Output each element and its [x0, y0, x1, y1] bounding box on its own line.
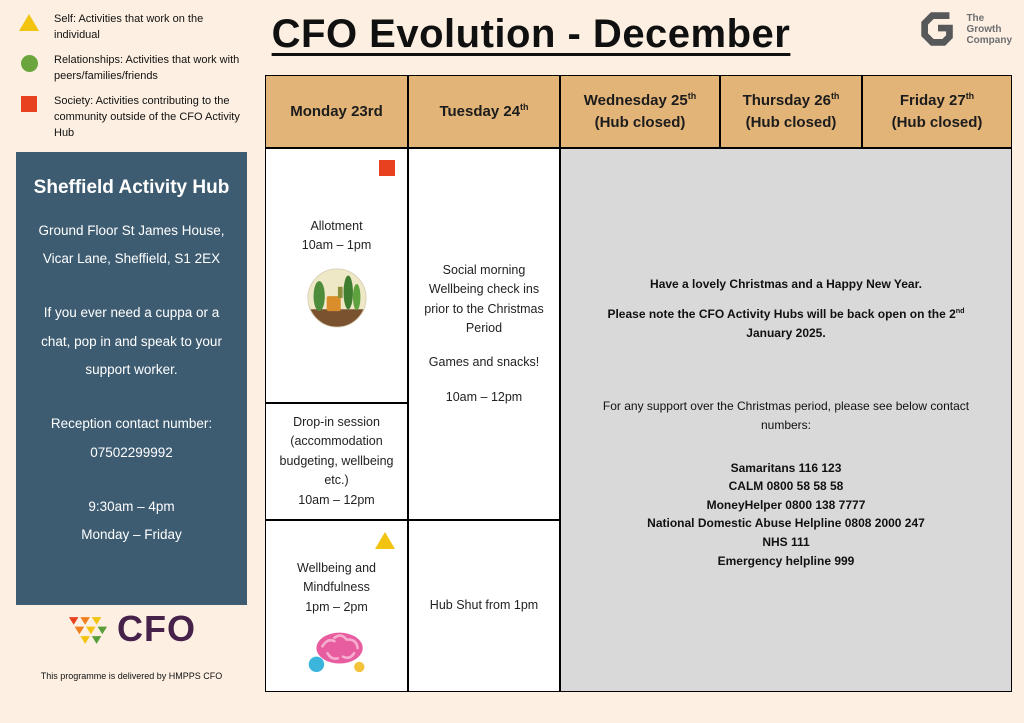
allotment-title: Allotment	[310, 219, 363, 233]
brain-illustration	[308, 632, 364, 673]
wellbeing-title: Wellbeing and Mindfulness	[297, 561, 376, 595]
reopen-notice: Please note the CFO Activity Hubs will b…	[607, 306, 965, 341]
growth-company-wordmark: The Growth Company	[966, 12, 1012, 46]
calendar-header-thursday: Thursday 26th (Hub closed)	[720, 75, 862, 148]
monday-allotment-cell: Allotment 10am – 1pm	[265, 148, 408, 403]
contact-moneyhelper: MoneyHelper 0800 138 7777	[706, 497, 866, 512]
dropin-text: Drop-in session (accommodation budgeting…	[279, 415, 394, 488]
hub-title: Sheffield Activity Hub	[33, 177, 230, 198]
calendar-header-monday: Monday 23rd	[265, 75, 408, 148]
calendar-header-friday: Friday 27th (Hub closed)	[862, 75, 1012, 148]
social-time: 10am – 12pm	[445, 389, 523, 404]
legend-item-self: Self: Activities that work on the indivi…	[16, 12, 252, 44]
hub-address-line1: Ground Floor St James House,	[38, 222, 225, 238]
reception-label: Reception contact number:	[50, 416, 213, 432]
legend-self-text: Self: Activities that work on the indivi…	[54, 13, 204, 41]
society-square-icon	[379, 160, 395, 176]
hub-message: If you ever need a cuppa or a chat, pop …	[41, 305, 222, 377]
calendar-header-tuesday: Tuesday 24th	[408, 75, 560, 148]
cfo-logo-mark-icon	[68, 616, 108, 644]
contact-samaritans: Samaritans 116 123	[730, 460, 842, 475]
support-contacts: Samaritans 116 123 CALM 0800 58 58 58 Mo…	[591, 459, 981, 571]
contact-nhs: NHS 111	[762, 534, 810, 549]
contact-domestic-abuse: National Domestic Abuse Helpline 0808 20…	[647, 516, 925, 531]
page-title: CFO Evolution - December	[271, 12, 791, 56]
monday-wellbeing-cell: Wellbeing and Mindfulness 1pm – 2pm	[265, 520, 408, 692]
reception-phone: 07502299992	[90, 444, 173, 460]
activity-legend: Self: Activities that work on the indivi…	[16, 12, 252, 151]
self-triangle-icon	[19, 14, 39, 31]
legend-item-society: Society: Activities contributing to the …	[16, 94, 252, 142]
calendar-header-wednesday: Wednesday 25th (Hub closed)	[560, 75, 720, 148]
growth-company-logo: The Growth Company	[917, 8, 1012, 50]
delivery-note: This programme is delivered by HMPPS CFO	[40, 671, 223, 681]
relationships-circle-icon	[20, 54, 38, 72]
tuesday-social-cell: Social morning Wellbeing check ins prior…	[408, 148, 560, 520]
allotment-photo	[306, 268, 367, 328]
society-square-icon	[21, 95, 37, 112]
contact-calm: CALM 0800 58 58 58	[728, 479, 844, 494]
cfo-logo: CFO	[16, 608, 247, 650]
social-games: Games and snacks!	[428, 355, 540, 370]
hub-address-line2: Vicar Lane, Sheffield, S1 2EX	[42, 250, 221, 266]
hub-hours: 9:30am – 4pm	[88, 498, 175, 514]
legend-society-text: Society: Activities contributing to the …	[54, 94, 240, 139]
christmas-greeting: Have a lovely Christmas and a Happy New …	[650, 277, 922, 291]
legend-relationships-text: Relationships: Activities that work with…	[54, 53, 240, 82]
hub-info-panel: Sheffield Activity Hub Ground Floor St J…	[16, 152, 247, 605]
social-description: Social morning Wellbeing check ins prior…	[424, 262, 544, 335]
wellbeing-time: 1pm – 2pm	[305, 599, 368, 614]
support-intro: For any support over the Christmas perio…	[602, 399, 970, 432]
growth-company-g-icon	[921, 12, 954, 46]
monday-dropin-cell: Drop-in session (accommodation budgeting…	[265, 403, 408, 520]
hubshut-text: Hub Shut from 1pm	[429, 598, 539, 613]
hub-days: Monday – Friday	[81, 527, 182, 543]
calendar-table: Monday 23rd Tuesday 24th Wednesday 25th …	[265, 75, 1012, 692]
cfo-wordmark: CFO	[117, 608, 196, 649]
legend-item-relationships: Relationships: Activities that work with…	[16, 53, 252, 85]
contact-emergency: Emergency helpline 999	[717, 553, 855, 568]
dropin-time: 10am – 12pm	[298, 492, 375, 507]
self-triangle-icon	[375, 532, 395, 549]
allotment-time: 10am – 1pm	[301, 238, 372, 253]
closed-notice-panel: Have a lovely Christmas and a Happy New …	[560, 148, 1012, 692]
tuesday-hubshut-cell: Hub Shut from 1pm	[408, 520, 560, 692]
